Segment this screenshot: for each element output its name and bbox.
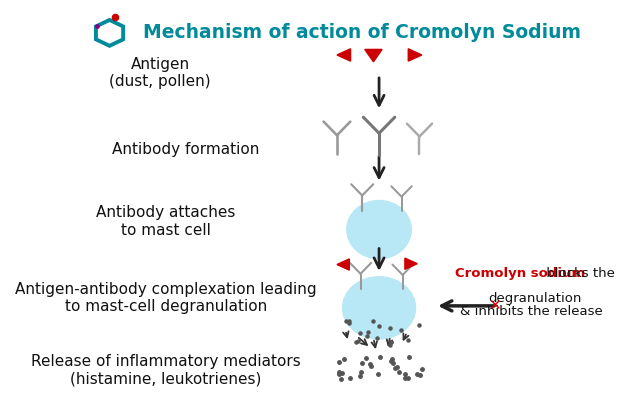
Ellipse shape <box>347 201 412 259</box>
Text: Release of inflammatory mediators
(histamine, leukotrienes): Release of inflammatory mediators (hista… <box>31 354 301 386</box>
Text: blocks the: blocks the <box>542 267 615 280</box>
Polygon shape <box>337 49 351 61</box>
Polygon shape <box>408 49 422 61</box>
Ellipse shape <box>342 277 415 339</box>
Text: Mechanism of action of Cromolyn Sodium: Mechanism of action of Cromolyn Sodium <box>143 23 581 42</box>
Text: Antigen
(dust, pollen): Antigen (dust, pollen) <box>109 57 211 89</box>
Text: Antibody attaches
to mast cell: Antibody attaches to mast cell <box>96 206 236 238</box>
Polygon shape <box>365 49 382 62</box>
Text: Antigen-antibody complexation leading
to mast-cell degranulation: Antigen-antibody complexation leading to… <box>15 282 317 314</box>
Text: degranulation: degranulation <box>488 292 582 305</box>
Text: ✕: ✕ <box>488 298 500 313</box>
Text: Antibody formation: Antibody formation <box>111 142 259 157</box>
Polygon shape <box>405 258 417 269</box>
Text: & inhibits the release: & inhibits the release <box>460 305 604 318</box>
Text: Cromolyn sodium: Cromolyn sodium <box>455 267 585 280</box>
Polygon shape <box>337 259 349 270</box>
